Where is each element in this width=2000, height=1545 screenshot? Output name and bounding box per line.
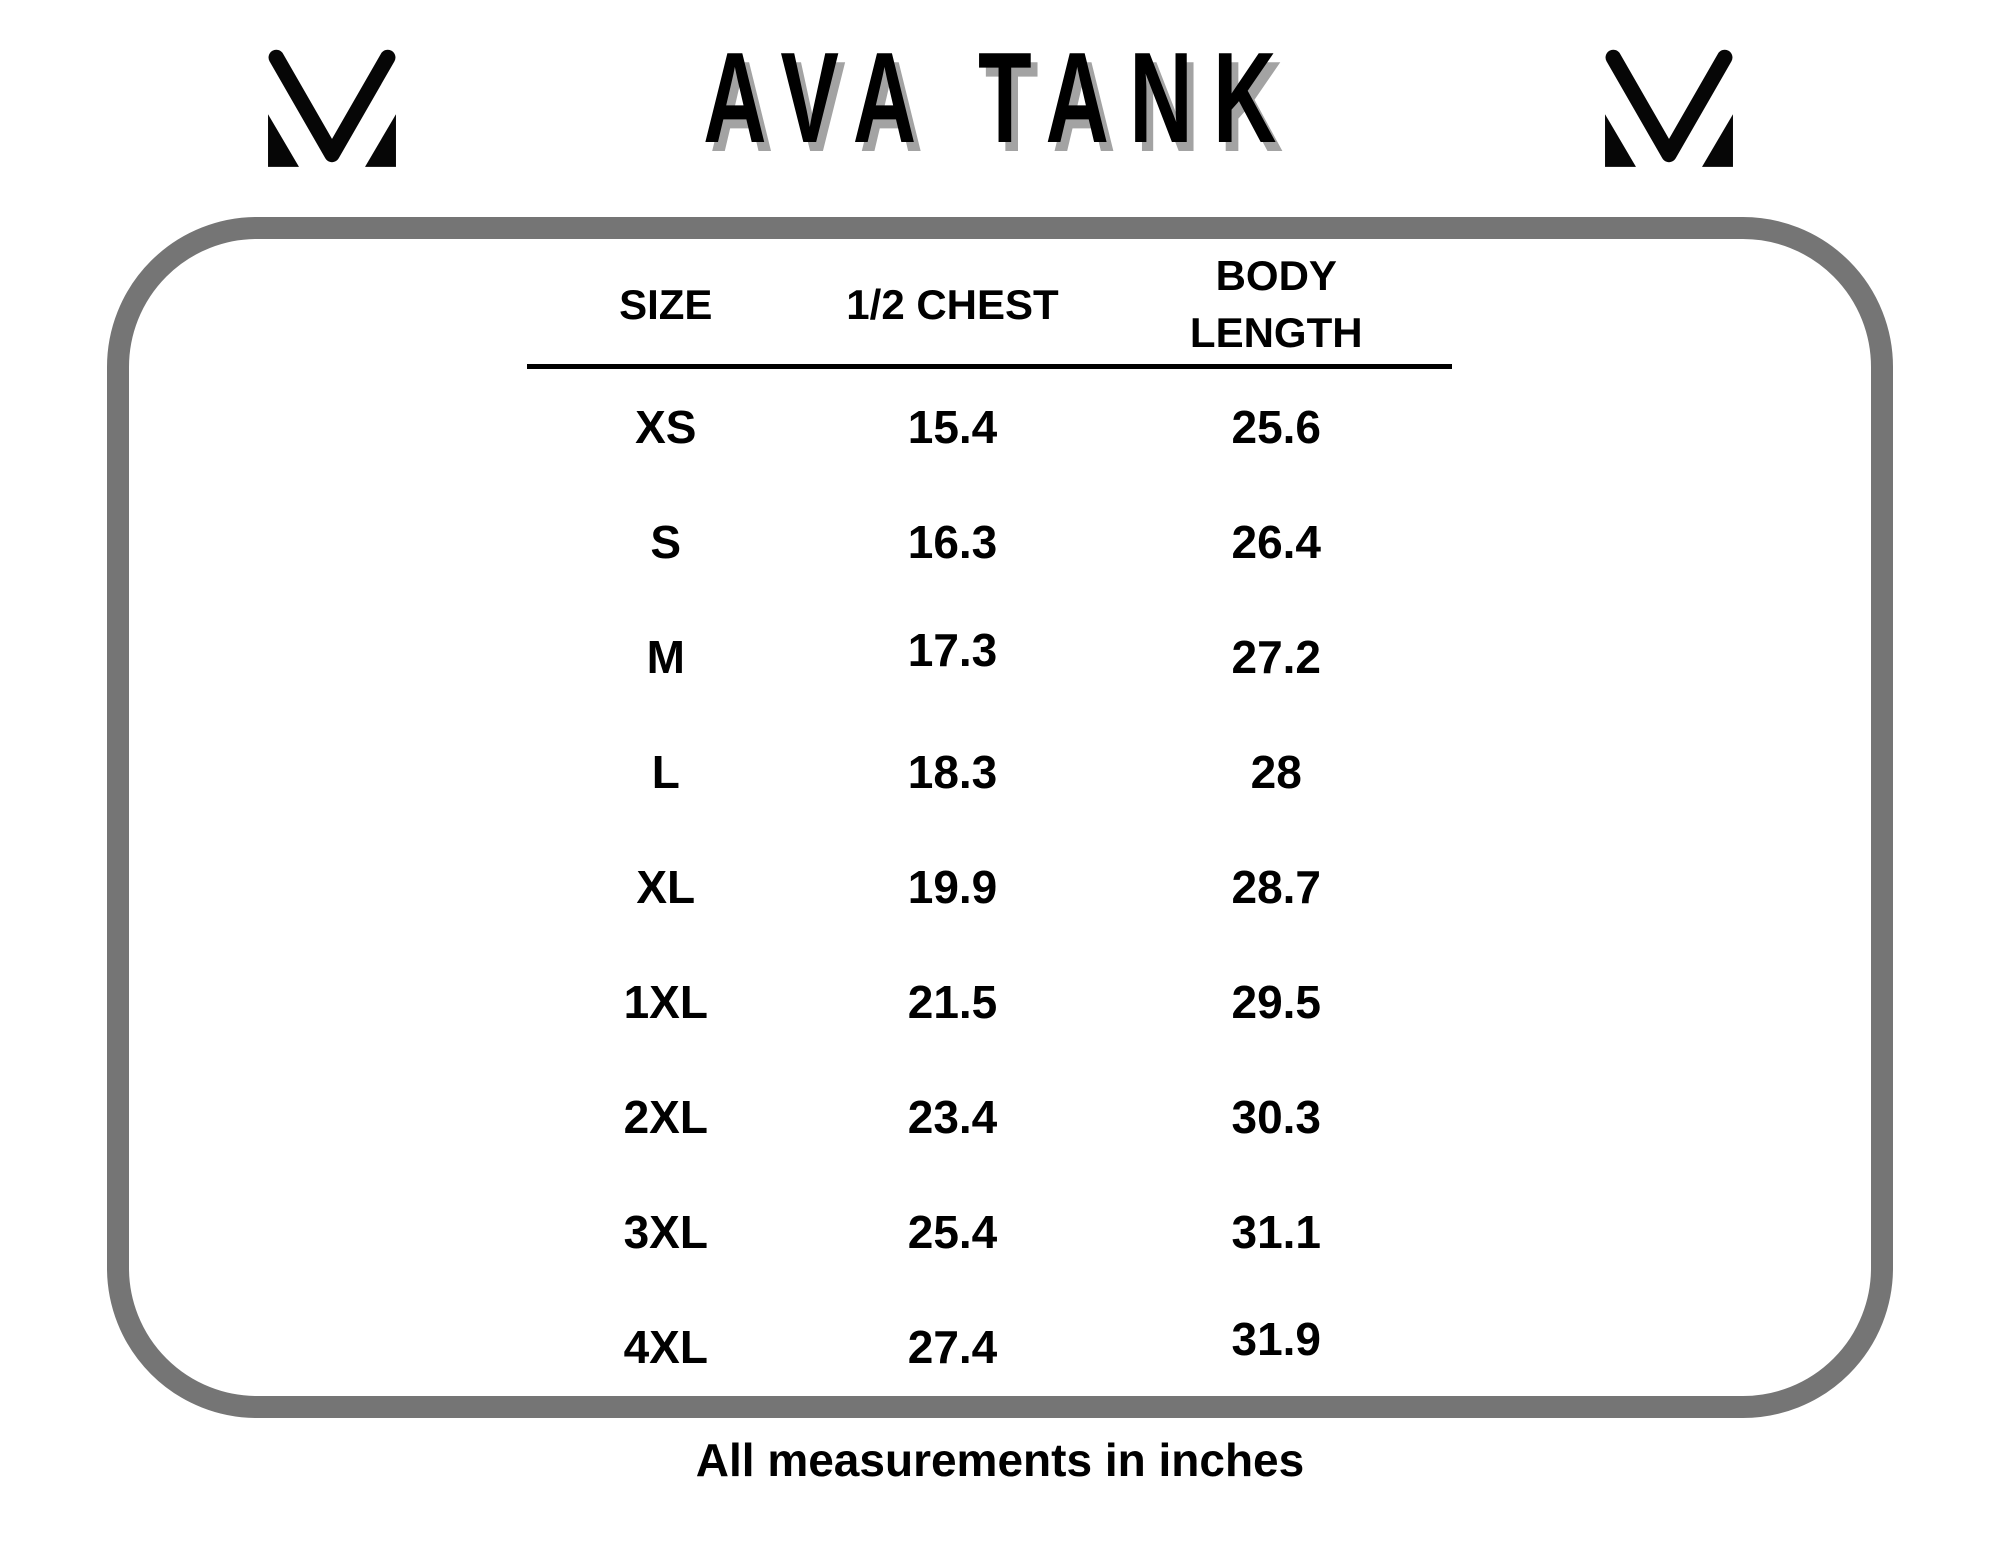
- table-row: 2XL 23.4 30.3: [527, 1059, 1452, 1174]
- body-length-cell: 28.7: [1231, 860, 1322, 913]
- body-length-cell: 27.2: [1231, 630, 1322, 683]
- header-divider: [527, 364, 1452, 369]
- table-row: XS 15.4 25.6: [527, 369, 1452, 484]
- size-cell: S: [650, 515, 682, 568]
- chart-border-frame: [107, 217, 1893, 1418]
- half-chest-cell: 16.3: [907, 515, 998, 568]
- body-length-cell: 28: [1250, 745, 1302, 798]
- half-chest-cell: 17.3: [907, 623, 998, 676]
- size-cell: XS: [635, 400, 697, 453]
- table-row: L 18.3 28: [527, 714, 1452, 829]
- body-length-cell: 30.3: [1231, 1090, 1322, 1143]
- size-cell: L: [651, 745, 680, 798]
- body-length-cell: 31.9: [1231, 1312, 1322, 1365]
- page-title: AVA TANK: [703, 26, 1297, 170]
- column-header-half-chest: 1/2 CHEST: [846, 280, 1059, 328]
- half-chest-cell: 25.4: [907, 1205, 998, 1258]
- column-header-body-length: BODY LENGTH: [1189, 252, 1363, 356]
- size-cell: M: [646, 630, 685, 683]
- half-chest-cell: 27.4: [907, 1320, 998, 1373]
- mv-monogram-icon: [1605, 49, 1733, 167]
- half-chest-cell: 18.3: [907, 745, 998, 798]
- table-header-row: SIZE 1/2 CHEST BODY LENGTH: [527, 246, 1452, 364]
- mv-monogram-icon: [268, 49, 396, 167]
- size-cell: 2XL: [623, 1090, 708, 1143]
- column-header-size: SIZE: [619, 280, 713, 328]
- body-length-cell: 26.4: [1231, 515, 1322, 568]
- size-cell: XL: [636, 860, 696, 913]
- table-row: 1XL 21.5 29.5: [527, 944, 1452, 1059]
- body-length-cell: 29.5: [1231, 975, 1322, 1028]
- half-chest-cell: 15.4: [907, 400, 998, 453]
- size-cell: 3XL: [623, 1205, 708, 1258]
- body-length-cell: 31.1: [1231, 1205, 1322, 1258]
- table-row: XL 19.9 28.7: [527, 829, 1452, 944]
- measurement-note: All measurements in inches: [695, 1434, 1305, 1486]
- body-length-cell: 25.6: [1231, 400, 1322, 453]
- size-cell: 4XL: [623, 1320, 708, 1373]
- size-cell: 1XL: [623, 975, 708, 1028]
- table-row: S 16.3 26.4: [527, 484, 1452, 599]
- half-chest-cell: 23.4: [907, 1090, 998, 1143]
- half-chest-cell: 19.9: [907, 860, 998, 913]
- table-row: 4XL 27.4 31.9: [527, 1289, 1452, 1404]
- half-chest-cell: 21.5: [907, 975, 998, 1028]
- table-row: 3XL 25.4 31.1: [527, 1174, 1452, 1289]
- table-body: XS 15.4 25.6 S 16.3 26.4 M 17.3 27.2 L 1…: [527, 369, 1452, 1404]
- size-chart-table: SIZE 1/2 CHEST BODY LENGTH XS 15.4 25.6 …: [527, 246, 1452, 1404]
- table-row: M 17.3 27.2: [527, 599, 1452, 714]
